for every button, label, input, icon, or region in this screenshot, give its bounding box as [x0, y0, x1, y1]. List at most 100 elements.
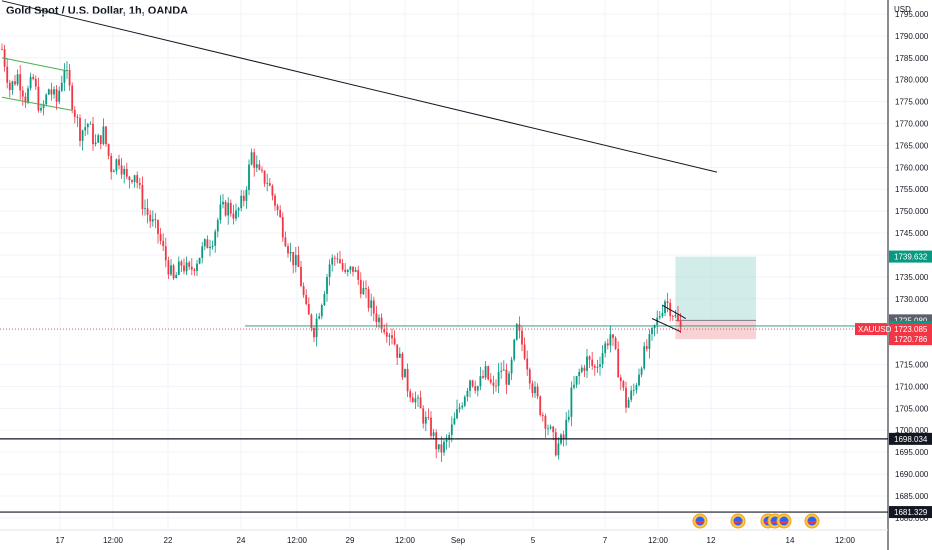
candle-body	[411, 397, 414, 403]
candle-body	[128, 176, 131, 181]
candle-body	[167, 260, 170, 275]
price-label-box	[889, 506, 932, 519]
candle-body	[58, 90, 61, 102]
symbol-tag: XAUUSD	[858, 325, 892, 334]
candle-body	[430, 417, 432, 436]
candle-body	[318, 316, 321, 319]
candle-body	[417, 397, 419, 399]
candle-body	[466, 390, 469, 397]
y-tick-label: 1755.000	[895, 185, 929, 194]
candle-body	[567, 416, 570, 420]
candle-body	[487, 366, 490, 380]
candle-body	[84, 127, 87, 131]
candle-body	[307, 304, 310, 315]
candle-body	[393, 338, 396, 345]
candle-body	[406, 368, 409, 392]
candle-body	[640, 368, 643, 375]
candle-body	[643, 346, 646, 369]
target-zone[interactable]	[675, 256, 756, 321]
candle-body	[440, 444, 443, 453]
currency-label: USD	[894, 5, 911, 14]
y-tick-label: 1710.000	[895, 382, 929, 391]
candle-body	[552, 426, 555, 433]
candle-body	[461, 405, 464, 408]
candle-body	[339, 259, 341, 263]
x-tick-label: 12	[707, 536, 716, 545]
x-tick-label: 24	[237, 536, 246, 545]
candle-body	[404, 368, 406, 378]
candle-body	[638, 374, 640, 386]
candle-body	[476, 386, 479, 391]
candle-body	[310, 314, 313, 329]
y-tick-label: 1680.000	[895, 514, 929, 523]
y-tick-label: 1735.000	[895, 273, 929, 282]
resistance-trendline[interactable]	[1, 0, 718, 173]
event-markers	[692, 513, 820, 529]
price-label-box	[889, 432, 932, 445]
price-label-box	[889, 250, 932, 263]
us-flag-icon[interactable]	[776, 513, 792, 529]
candle-body	[115, 159, 118, 171]
y-tick-label: 1705.000	[895, 404, 929, 413]
y-tick-label: 1780.000	[895, 76, 929, 85]
candle-body	[313, 328, 315, 338]
channel-upper-line[interactable]	[1, 57, 68, 72]
candle-body	[333, 257, 336, 259]
candle-body	[578, 371, 581, 377]
candle-body	[287, 246, 289, 254]
candle-body	[344, 269, 347, 272]
y-tick-label: 1785.000	[895, 54, 929, 63]
candle-body	[136, 175, 139, 183]
x-tick-label: 7	[603, 536, 608, 545]
candle-body	[645, 346, 648, 349]
candle-body	[622, 381, 625, 388]
candle-body	[224, 201, 227, 216]
candle-body	[549, 426, 552, 429]
candle-body	[263, 170, 266, 184]
candle-body	[118, 159, 120, 166]
us-flag-icon[interactable]	[730, 513, 746, 529]
candle-body	[94, 142, 97, 145]
flag-lower-line[interactable]	[651, 318, 681, 333]
candle-body	[237, 208, 240, 211]
flag-upper-line[interactable]	[662, 304, 687, 319]
candle-body	[235, 210, 237, 219]
symbol-tag-box	[855, 323, 887, 336]
candle-body	[294, 255, 297, 266]
us-flag-icon[interactable]	[692, 513, 708, 529]
candle-body	[110, 155, 113, 173]
candle-body	[323, 293, 326, 306]
candle-body	[632, 390, 635, 391]
candle-body	[71, 85, 74, 110]
candle-body	[60, 82, 63, 91]
candle-body	[253, 152, 256, 168]
x-tick-label: 12:00	[395, 536, 416, 545]
candle-body	[617, 348, 620, 378]
candle-body	[198, 257, 201, 264]
y-tick-label: 1685.000	[895, 492, 929, 501]
candle-body	[388, 335, 391, 337]
price-label-value: 1681.329	[894, 508, 928, 517]
candle-body	[601, 353, 604, 365]
x-tick-label: 29	[346, 536, 355, 545]
candle-body	[513, 339, 516, 360]
candle-body	[661, 313, 664, 317]
us-flag-icon[interactable]	[804, 513, 820, 529]
x-tick-label: 12:00	[103, 536, 124, 545]
y-tick-label: 1695.000	[895, 448, 929, 457]
candle-body	[510, 359, 513, 374]
candle-body	[528, 369, 531, 384]
candle-body	[341, 262, 344, 270]
candle-body	[76, 116, 79, 118]
candles	[1, 43, 682, 462]
candle-body	[422, 408, 425, 424]
channel-lower-line[interactable]	[1, 96, 73, 111]
candle-body	[73, 109, 76, 117]
candle-body	[219, 204, 222, 221]
candle-body	[1, 49, 3, 50]
candle-body	[409, 391, 412, 398]
x-tick-label: 17	[56, 536, 65, 545]
stop-zone[interactable]	[675, 320, 756, 340]
